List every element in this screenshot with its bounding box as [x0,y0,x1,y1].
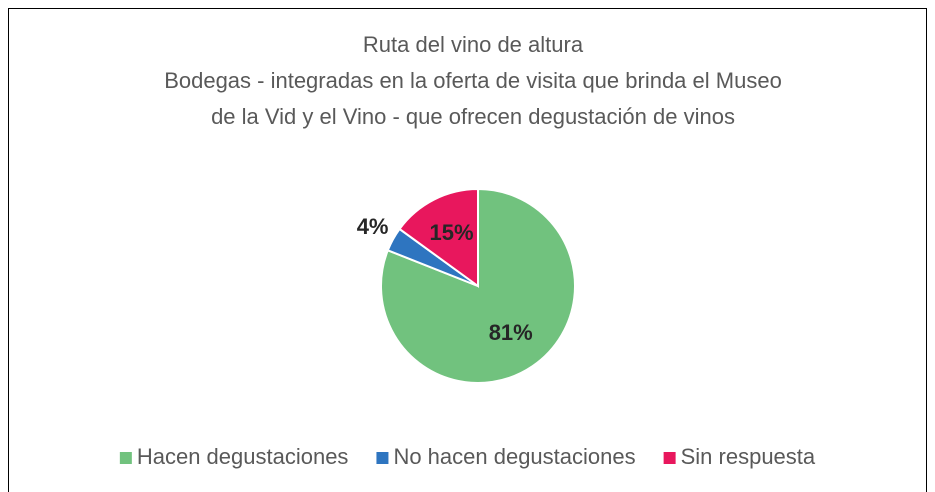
pie-slice [398,187,479,288]
legend-label: Hacen degustaciones [137,444,349,469]
chart-subtitle: Bodegas - integradas en la oferta de vis… [164,68,782,93]
chart-subtitle: de la Vid y el Vino - que ofrecen degust… [211,104,735,129]
chart-border [8,8,927,492]
legend-label: No hacen degustaciones [393,444,635,469]
legend-marker [663,452,676,464]
legend-marker [376,452,389,464]
data-label: 81% [489,320,533,345]
data-label: 4% [357,214,389,239]
chart-title: Ruta del vino de altura [363,32,584,57]
data-label: 15% [430,220,474,245]
legend-marker [119,452,132,464]
legend-label: Sin respuesta [681,444,816,469]
